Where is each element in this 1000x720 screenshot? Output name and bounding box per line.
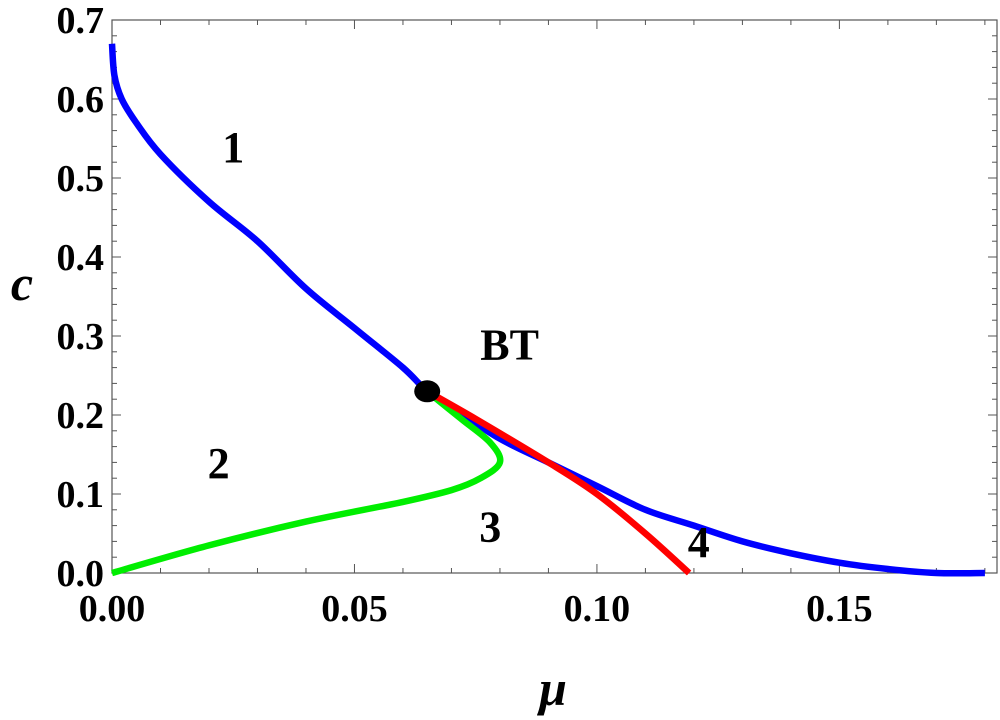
x-ticks: 0.00 0.05 0.10 0.15	[79, 20, 986, 630]
y-tick-label: 0.0	[57, 553, 105, 595]
region-label-bt: BT	[480, 321, 539, 370]
x-axis-label: μ	[536, 660, 567, 716]
y-axis-label: c	[11, 255, 33, 311]
y-tick-label: 0.5	[57, 158, 105, 200]
red-curve	[425, 388, 692, 576]
green-curve	[111, 388, 504, 577]
x-tick-label: 0.10	[564, 588, 631, 630]
y-tick-label: 0.6	[57, 79, 105, 121]
x-tick-label: 0.05	[321, 588, 388, 630]
y-tick-label: 0.2	[57, 395, 105, 437]
y-tick-label: 0.7	[57, 0, 105, 42]
region-label-2: 2	[208, 439, 230, 488]
marker-layer	[414, 380, 441, 403]
y-tick-label: 0.4	[57, 237, 105, 279]
y-tick-label: 0.3	[57, 316, 105, 358]
region-label-3: 3	[479, 502, 501, 551]
y-tick-label: 0.1	[57, 474, 105, 516]
plot-frame	[111, 19, 998, 574]
x-tick-label: 0.00	[79, 588, 146, 630]
bt-point-marker	[414, 380, 441, 403]
region-label-1: 1	[222, 123, 244, 172]
x-tick-label: 0.15	[806, 588, 873, 630]
y-ticks: 0.0 0.1 0.2 0.3 0.4 0.5 0.6 0.7	[57, 0, 997, 595]
annotation-layer: 1 2 3 4 BT	[208, 123, 710, 567]
series-layer	[108, 43, 985, 577]
region-label-4: 4	[688, 518, 710, 567]
